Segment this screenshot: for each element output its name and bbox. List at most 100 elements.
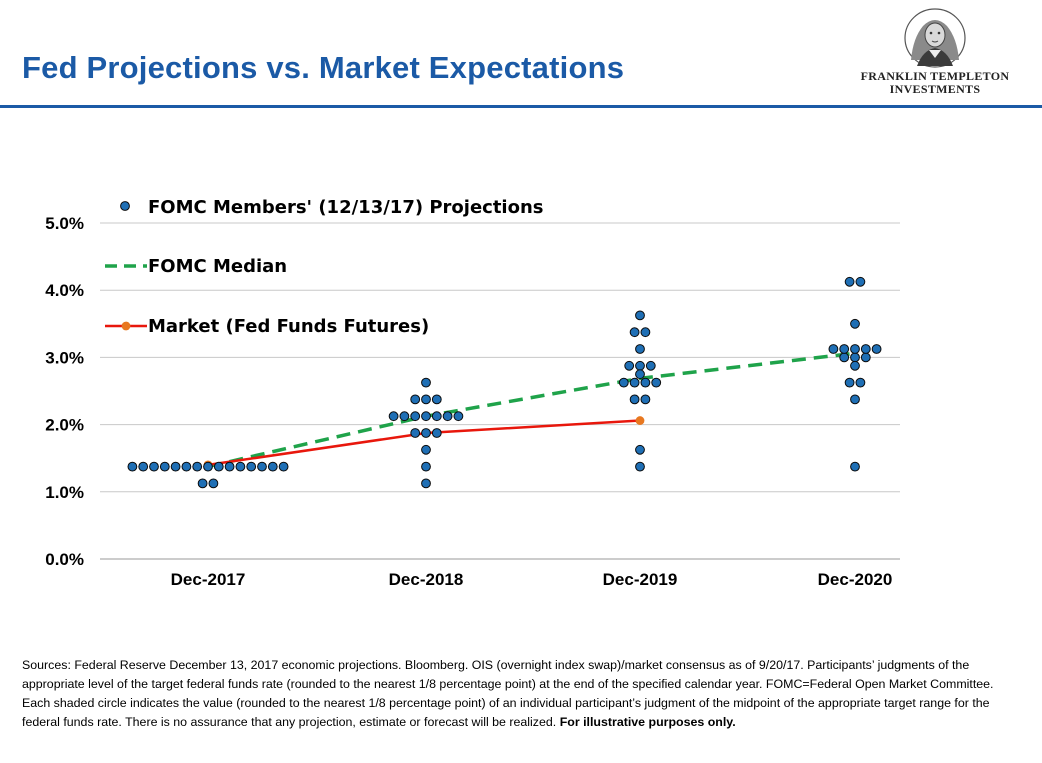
fomc-dot [453, 411, 464, 422]
fomc-dot [871, 344, 882, 354]
fomc-dot [629, 377, 640, 388]
fomc-dot [170, 461, 181, 472]
fomc-dot [421, 428, 431, 438]
fomc-dot [431, 428, 442, 438]
y-tick-label: 5.0% [45, 214, 84, 233]
fomc-dot [278, 461, 289, 472]
fomc-dot [257, 461, 267, 472]
fomc-dot [629, 394, 640, 405]
brand-name-line2: INVESTMENTS [889, 82, 981, 96]
fomc-dot [645, 360, 656, 371]
fomc-dot [635, 444, 645, 455]
fomc-dot [860, 352, 871, 363]
fomc-dot [850, 360, 860, 371]
y-tick-label: 4.0% [45, 281, 84, 300]
fomc-dot [635, 360, 645, 371]
fomc-dot [624, 360, 635, 371]
fomc-dot [159, 461, 170, 472]
fomc-dot [410, 411, 421, 422]
fomc-dot [388, 411, 399, 422]
projections-chart: 0.0%1.0%2.0%3.0%4.0%5.0% Dec-2017 Dec-201… [45, 197, 900, 589]
fomc-dot [138, 461, 149, 472]
fomc-dot [860, 344, 871, 354]
fomc-dot [421, 411, 431, 422]
market-point [635, 416, 645, 425]
y-tick-label: 3.0% [45, 348, 84, 367]
fomc-dot [618, 377, 629, 388]
fomc-dot [421, 377, 431, 388]
x-tick-label: Dec-2019 [603, 570, 678, 589]
fomc-dot [421, 394, 431, 405]
y-axis-labels: 0.0% 1.0% 2.0% 3.0% 4.0% 5.0% [45, 214, 84, 569]
legend-label-median: FOMC Median [148, 256, 287, 277]
market-line [207, 419, 641, 467]
fomc-dot [203, 461, 213, 472]
fomc-dot [399, 411, 410, 422]
fomc-dots-series [127, 276, 882, 489]
fomc-dot [421, 478, 431, 489]
fomc-dot [410, 394, 421, 405]
x-axis-labels: Dec-2017 Dec-2018 Dec-2019 Dec-2020 [171, 570, 893, 589]
footnote: Sources: Federal Reserve December 13, 20… [22, 656, 1022, 732]
fomc-dot [213, 461, 224, 472]
legend-point-marker [121, 321, 131, 331]
y-tick-label: 2.0% [45, 416, 84, 435]
fomc-dot [431, 394, 442, 405]
fomc-dot [442, 411, 453, 422]
legend-dot-marker [120, 201, 130, 211]
fomc-dot [850, 344, 860, 354]
y-tick-label: 1.0% [45, 483, 84, 502]
fomc-dot [410, 428, 421, 438]
fomc-dot [149, 461, 159, 472]
x-tick-label: Dec-2020 [818, 570, 893, 589]
title-divider [0, 105, 1042, 108]
footnote-sources: Sources: Federal Reserve December 13, 20… [22, 658, 994, 729]
fomc-dot [828, 344, 839, 354]
fomc-dot [844, 377, 855, 388]
fomc-dot [421, 461, 431, 472]
legend-label-market: Market (Fed Funds Futures) [148, 316, 429, 337]
fomc-dot [651, 377, 662, 388]
fomc-dot [431, 411, 442, 422]
fomc-dot [855, 377, 866, 388]
fomc-dot [844, 276, 855, 287]
fomc-dot [839, 352, 850, 363]
legend-label-projections: FOMC Members' (12/13/17) Projections [148, 197, 544, 218]
legend: FOMC Members' (12/13/17) Projections FOMC… [105, 197, 544, 337]
fomc-dot [629, 327, 640, 338]
fomc-dot [640, 377, 651, 388]
fomc-dot [181, 461, 192, 472]
fomc-dot [850, 461, 860, 472]
fomc-dot [850, 394, 860, 405]
fomc-dot [127, 461, 138, 472]
benjamin-franklin-portrait-icon [904, 8, 966, 68]
fomc-dot [635, 310, 645, 321]
x-tick-label: Dec-2017 [171, 570, 246, 589]
fomc-median-series [207, 351, 856, 469]
fomc-dot [235, 461, 246, 472]
footnote-emphasis: For illustrative purposes only. [559, 715, 736, 729]
brand-name-line1: FRANKLIN TEMPLETON [860, 69, 1010, 83]
gridlines [100, 222, 900, 560]
fomc-dot [208, 478, 219, 489]
fomc-dot [197, 478, 208, 489]
fomc-dot [246, 461, 257, 472]
fomc-dot [635, 344, 645, 354]
fomc-dot [267, 461, 278, 472]
fomc-dot [635, 461, 645, 472]
fomc-dot [635, 369, 645, 380]
fomc-dot [839, 344, 850, 354]
fomc-dot [224, 461, 235, 472]
fomc-dot [421, 444, 431, 455]
y-tick-label: 0.0% [45, 550, 84, 569]
fomc-dot [850, 352, 860, 363]
fomc-dot [855, 276, 866, 287]
fomc-dot [850, 318, 860, 329]
fomc-dot [192, 461, 203, 472]
page-title: Fed Projections vs. Market Expectations [22, 50, 625, 85]
fomc-dot [640, 327, 651, 338]
fomc-dot [640, 394, 651, 405]
franklin-templeton-logo: FRANKLIN TEMPLETON INVESTMENTS [855, 8, 1015, 100]
median-line [207, 351, 856, 469]
x-tick-label: Dec-2018 [389, 570, 464, 589]
